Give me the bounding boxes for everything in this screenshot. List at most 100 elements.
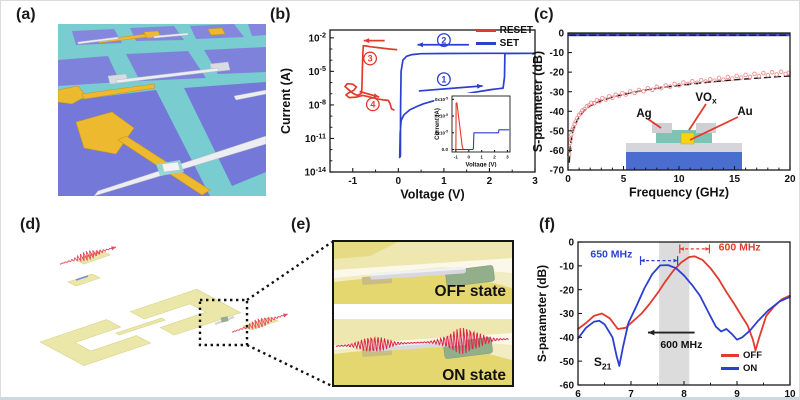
port-marker-orange [81,251,101,259]
x-tick-label: 6 [575,389,581,400]
ag-electrode-left [652,123,672,133]
arrowhead [673,258,678,263]
y-tick-label: 10-11 [305,131,326,145]
legend-label: RESET [499,25,533,36]
legend-label: OFF [743,350,762,361]
y-tick-label: 10-2 [308,31,326,45]
panel-b-label: (b) [270,6,291,23]
device-states-illustration: OFF state ON state [334,242,512,385]
y-tick-label: -10 [550,48,565,59]
arrowhead [476,83,483,89]
annotation-text: S21 [594,355,612,371]
panel-b-iv-plot: -1 0 1 2 3 10-2 10-5 10-8 10-11 10-14 Voltage (V) C… [278,14,538,214]
y-tick-label: -70 [550,166,565,177]
x-tick-label: 8 [681,389,687,400]
au-label: Au [737,106,752,118]
y-tick-label: 10-8 [308,98,326,112]
legend-item: SET [475,38,533,49]
line-series [454,102,473,151]
output-signal-wave [231,313,288,333]
filter-metal-pattern [39,250,279,366]
device-cross-section-inset: Ag VOx Au [626,92,753,170]
y-tick-label: -20 [560,285,575,296]
annotation-text: 600 MHz [719,242,761,254]
input-signal-wave [59,246,117,265]
y-tick-label: -10 [560,261,575,272]
panel-a-label: (a) [16,6,36,23]
signal-arrowheads [111,246,288,318]
arrowhead [363,38,370,44]
y-tick-label: -20 [550,68,565,79]
panel-c-sparam-plot: Ag VOx Au 0 5 10 15 20 0 -10 -20 -30 -40 -50 -60 -70… [530,14,798,214]
panel-e-label: (e) [291,216,311,233]
off-state-scene: OFF state [334,242,512,304]
y-tick-label: 2.0x10-5 [434,113,448,119]
arrowhead [647,329,655,336]
plot-frame [329,29,536,173]
legend-label: SET [499,38,520,49]
x-tick-label: 7 [628,389,634,400]
circled-step-marker [365,97,380,112]
substrate-layer [626,152,742,170]
y-tick-label: -50 [550,126,565,137]
legend-item: ON [721,363,762,374]
metal-layer [626,143,742,152]
plot-frame [451,95,511,153]
device-array-illustration [57,24,267,197]
y-axis-label: S-parameter (dB) [531,51,545,152]
y-axis-label: S-parameter (dB) [535,265,549,362]
circled-step-marker [436,72,451,87]
off-state-label: OFF state [435,283,507,300]
panel-c-label: (c) [534,6,554,23]
vox-leader-line [688,103,707,131]
iv-legend: RESET SET [475,25,533,49]
y-axis-label: Current (A) [279,68,293,134]
sparam-chart: Ag VOx Au 0 5 10 15 20 0 -10 -20 -30 -40 -50 -60 -70… [531,29,796,200]
chart-back-layer [344,44,536,159]
port-marker-blue [75,275,89,281]
circled-step-number: 1 [441,74,446,84]
panel-f-s21-plot: 6 7 8 9 10 0 -10 -20 -30 -40 -50 -60 S-parameter (dB… [534,228,798,400]
x-tick-label: 0 [396,176,402,187]
rf-signal-wave [335,327,509,354]
line-series [568,75,791,163]
crossbar-junction [156,160,184,176]
x-tick-label: 3 [506,155,509,160]
y-axis-label: Current (A) [435,108,441,140]
s21-legend: OFF ON [721,350,762,374]
y-tick-label: -40 [550,107,565,118]
y-tick-label: 3.0x10-5 [434,96,448,102]
x-tick-label: 10 [784,389,796,400]
x-tick-label: 9 [734,389,740,400]
ag-electrode-right [696,123,716,133]
circled-step-marker [363,51,378,66]
line-series [454,129,510,151]
ag-label: Ag [636,108,651,120]
x-tick-label: -1 [454,155,459,160]
device-junction [214,315,235,326]
x-tick-label: 2 [493,155,496,160]
x-tick-label: -1 [348,176,357,187]
iv-linear-inset: -1 0 1 2 3 0.0 1.0x10-5 2.0x10-5 3.0x10-5 Voltage… [431,93,514,169]
iv-inset-chart: -1 0 1 2 3 0.0 1.0x10-5 2.0x10-5 3.0x10-5 Voltage… [431,95,511,169]
x-tick-label: 0 [467,155,470,160]
y-tick-label: -60 [560,381,575,392]
x-tick-label: 2 [487,176,493,187]
vox-label: VOx [695,92,717,106]
x-tick-label: 20 [784,174,796,185]
annotation-text: 650 MHz [590,249,632,261]
panel-d-rf-circuit [10,230,335,400]
panel-f-label: (f) [539,216,555,233]
y-tick-label: 1.0x10-5 [434,130,448,136]
panel-d-label: (d) [20,216,41,233]
zoom-callout-box [198,298,249,347]
ag-leader-line [647,118,662,129]
callout-line-bottom [246,343,333,388]
s21-chart: 6 7 8 9 10 0 -10 -20 -30 -40 -50 -60 S-parameter (dB… [535,238,796,400]
arrowhead [679,247,684,251]
x-tick-label: 15 [729,174,741,185]
x-axis-label: Voltage (V) [400,188,464,202]
panel-e-state-zoom: OFF state ON state [332,240,514,387]
arrowhead [283,313,288,318]
legend-swatch [721,367,739,370]
